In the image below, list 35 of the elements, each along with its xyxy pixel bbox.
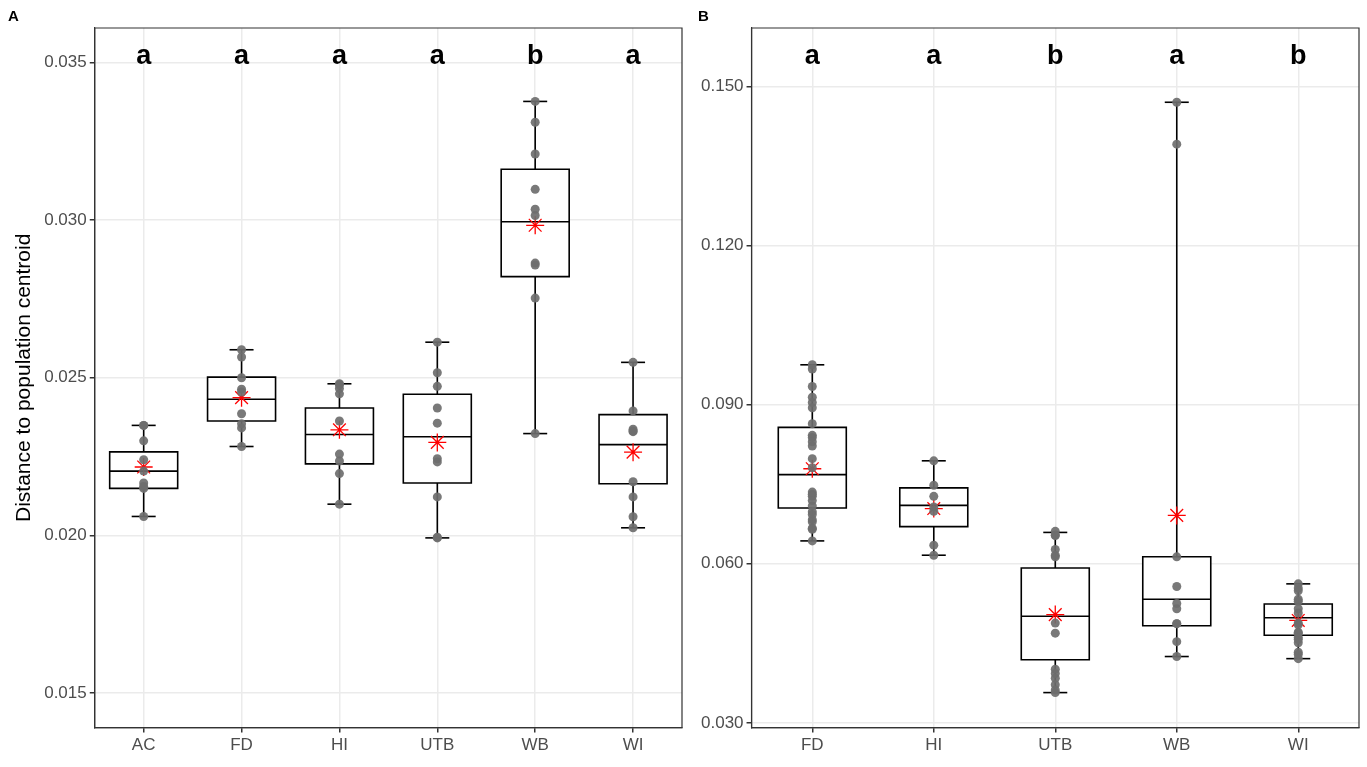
x-tick-label: WI: [1287, 735, 1309, 755]
x-tick-label: UTB: [420, 735, 455, 755]
annotation: b: [1047, 40, 1064, 70]
y-tick-label: 0.150: [700, 76, 744, 96]
y-tick-label: 0.120: [700, 235, 744, 255]
chart-title: B: [698, 7, 709, 25]
y-tick-label: 0.020: [44, 525, 87, 545]
annotation: a: [1169, 40, 1186, 70]
annotation: a: [625, 40, 642, 70]
annotation: a: [804, 40, 821, 70]
y-axis-title: Distance to population centroid: [11, 233, 35, 522]
annotation: a: [926, 40, 943, 70]
annotation: b: [526, 40, 544, 70]
annotation: a: [234, 40, 251, 70]
x-tick-label: WB: [1163, 735, 1191, 755]
x-tick-label: WB: [521, 735, 549, 755]
annotation: a: [331, 40, 348, 70]
y-tick-label: 0.030: [44, 209, 87, 229]
x-tick-label: FD: [800, 735, 824, 755]
annotation: a: [429, 40, 446, 70]
chart-title: A: [8, 7, 19, 25]
y-tick-label: 0.090: [700, 394, 744, 414]
x-tick-label: WI: [622, 735, 644, 755]
annotation: b: [1290, 40, 1307, 70]
x-tick-label: FD: [230, 735, 253, 755]
x-tick-label: UTB: [1038, 735, 1073, 755]
y-tick-label: 0.015: [44, 682, 87, 702]
x-tick-label: HI: [925, 735, 943, 755]
y-tick-label: 0.030: [700, 712, 744, 732]
y-tick-label: 0.060: [700, 553, 744, 573]
annotation: a: [136, 40, 153, 70]
y-tick-label: 0.025: [44, 367, 87, 387]
x-tick-label: HI: [330, 735, 348, 755]
x-tick-label: AC: [131, 735, 156, 755]
y-tick-label: 0.035: [44, 52, 87, 72]
